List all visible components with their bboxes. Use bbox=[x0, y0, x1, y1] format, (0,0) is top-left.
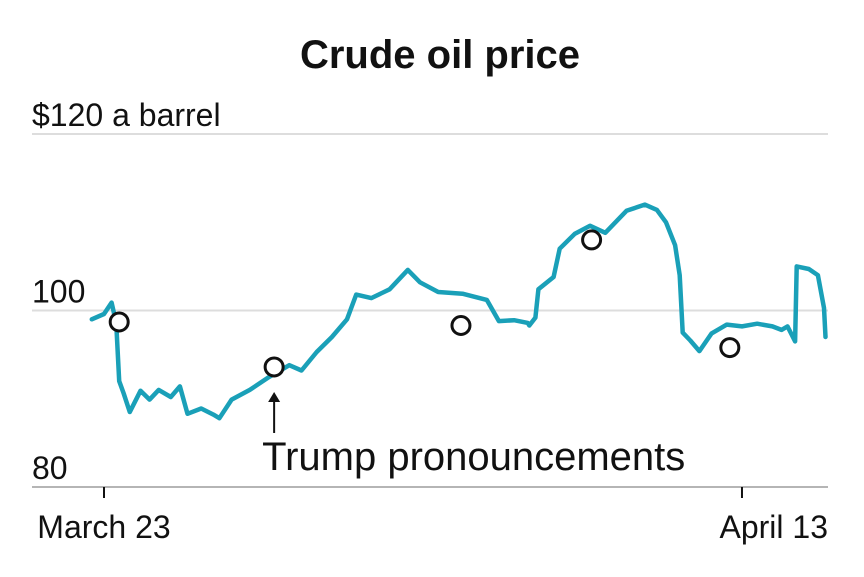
x-tick-label-1: April 13 bbox=[720, 509, 829, 545]
annotation-label: Trump pronouncements bbox=[262, 435, 685, 479]
annotation-arrow-head bbox=[268, 391, 281, 402]
chart-title: Crude oil price bbox=[300, 33, 580, 77]
series-lines bbox=[89, 202, 828, 421]
annotations: Trump pronouncements bbox=[262, 391, 685, 479]
gridlines bbox=[32, 133, 828, 312]
event-marker-1 bbox=[263, 356, 285, 378]
x-ticks: March 23 April 13 bbox=[37, 487, 828, 545]
event-marker-0 bbox=[108, 311, 130, 333]
y-tick-labels: $120 a barrel 100 80 bbox=[32, 97, 221, 486]
event-markers bbox=[108, 229, 741, 378]
event-marker-3 bbox=[581, 229, 603, 251]
x-tick-label-0: March 23 bbox=[37, 509, 170, 545]
event-marker-2 bbox=[450, 315, 472, 337]
y-tick-label-80: 80 bbox=[32, 450, 68, 486]
series-line-0 bbox=[89, 202, 828, 421]
y-tick-label-120: $120 a barrel bbox=[32, 97, 221, 133]
event-marker-4 bbox=[719, 337, 741, 359]
y-tick-label-100: 100 bbox=[32, 274, 85, 310]
